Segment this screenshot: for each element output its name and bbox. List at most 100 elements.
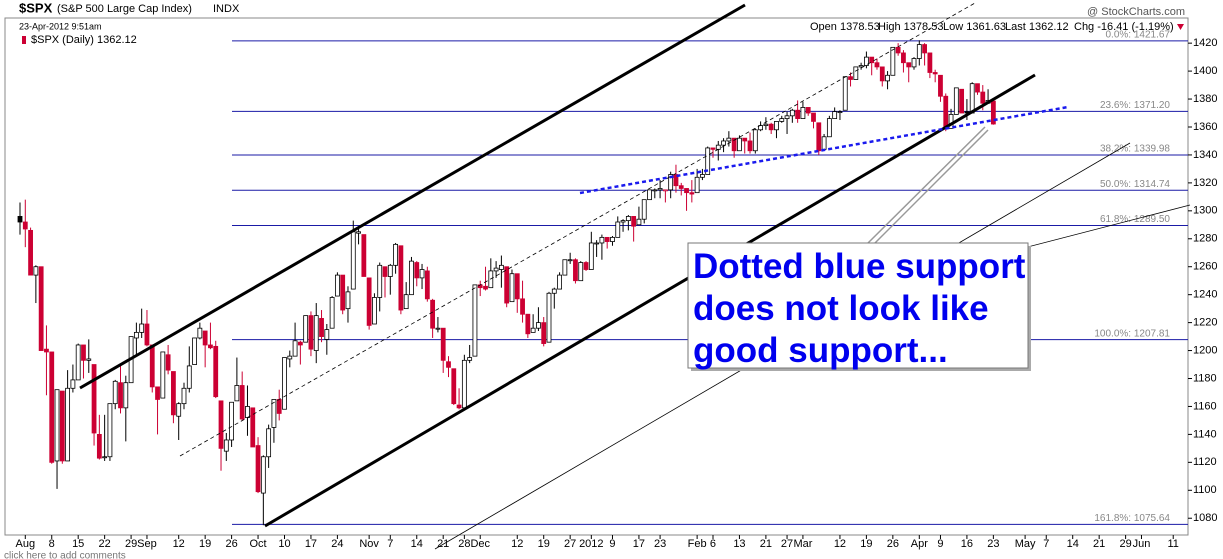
- x-tick-label: 26: [225, 538, 237, 550]
- x-tick-label: 7: [1043, 538, 1049, 550]
- candle-body: [356, 231, 361, 234]
- candle-body: [107, 403, 113, 458]
- x-tick-label: 19: [538, 538, 550, 550]
- x-tick-label: 14: [1067, 538, 1079, 550]
- candle-body: [916, 44, 922, 59]
- candle-body: [334, 274, 340, 297]
- fib-label: 23.6%: 1371.20: [1100, 100, 1170, 111]
- candle-body: [737, 137, 742, 152]
- x-tick-label: 17: [633, 538, 645, 550]
- x-tick-label: 21: [760, 538, 772, 550]
- x-tick-label: 6: [710, 538, 716, 550]
- candle-body: [726, 137, 732, 142]
- y-tick-label: 1180: [1193, 372, 1217, 384]
- y-tick-label: 1160: [1193, 400, 1217, 412]
- x-tick-label: Mar: [793, 538, 812, 550]
- candle-body: [319, 318, 324, 337]
- candle-body: [229, 401, 235, 441]
- x-tick-label: 12: [173, 538, 185, 550]
- x-tick-label: 29: [125, 538, 137, 550]
- candle-body: [546, 292, 552, 343]
- x-tick-label: 28: [458, 538, 470, 550]
- candle-body: [509, 273, 515, 303]
- candle-body: [461, 359, 467, 409]
- candle-body: [731, 137, 737, 152]
- ohlc-low: Low 1361.63: [943, 21, 1006, 33]
- candle-body: [752, 129, 758, 152]
- fib-label: 50.0%: 1314.74: [1100, 179, 1170, 190]
- candle-body: [483, 285, 488, 290]
- candle-body: [102, 456, 108, 459]
- x-tick-label: 16: [961, 538, 973, 550]
- y-tick-label: 1380: [1193, 93, 1217, 105]
- candle-body: [366, 277, 372, 326]
- candle-body: [498, 264, 504, 270]
- candle-body: [160, 351, 166, 399]
- candle-body: [313, 315, 319, 351]
- footer-link[interactable]: click here to add comments: [4, 551, 126, 559]
- candle-body: [197, 327, 203, 339]
- candle-body: [403, 294, 409, 310]
- trend-lines: [79, 2, 1191, 550]
- y-tick-label: 1300: [1193, 205, 1217, 217]
- x-tick-label: 9: [609, 538, 615, 550]
- x-tick-label: 17: [305, 538, 317, 550]
- candle-body: [329, 297, 335, 329]
- x-tick-label: Jun: [1133, 538, 1151, 550]
- candle-body: [208, 344, 213, 349]
- pointer-line: [874, 129, 989, 244]
- candle-body: [673, 174, 679, 187]
- candle-body: [573, 259, 578, 282]
- y-tick-label: 1340: [1193, 149, 1217, 161]
- candle-body: [647, 189, 652, 201]
- x-tick-label: May: [1015, 538, 1036, 550]
- candle-body: [705, 147, 711, 175]
- x-tick-label: 27: [781, 538, 793, 550]
- candle-body: [604, 236, 610, 242]
- candle-body: [525, 313, 531, 335]
- candle-body: [70, 379, 76, 389]
- candle-body: [112, 380, 118, 405]
- candle-body: [44, 348, 49, 353]
- down-arrow: [1177, 24, 1184, 30]
- candle-body: [906, 62, 912, 68]
- y-tick-label: 1100: [1193, 484, 1217, 496]
- candle-body: [980, 91, 986, 104]
- candle-body: [446, 361, 451, 368]
- x-tick-label: Dec: [470, 538, 490, 550]
- candle-body: [239, 385, 245, 420]
- candle-body: [768, 123, 774, 131]
- candle-body: [81, 344, 86, 361]
- callout-box: [687, 242, 1029, 369]
- x-tick-label: 23: [654, 538, 666, 550]
- candle-body: [625, 216, 631, 222]
- candle-body: [678, 185, 684, 189]
- candle-body: [144, 323, 150, 346]
- y-tick-label: 1220: [1193, 317, 1217, 329]
- x-tick-label: Aug: [16, 538, 36, 550]
- candle-body: [38, 266, 44, 351]
- candle-body: [615, 221, 621, 238]
- candle-body: [393, 243, 398, 266]
- x-tick-label: 8: [49, 538, 55, 550]
- candle-body: [789, 109, 795, 117]
- candle-body: [514, 273, 520, 300]
- ohlc-last: Last 1362.12: [1005, 21, 1069, 33]
- x-tick-label: 15: [72, 538, 84, 550]
- candle-body: [774, 121, 779, 131]
- candle-body: [620, 220, 626, 223]
- x-tick-label: 9: [937, 538, 943, 550]
- legend: $SPX (Daily) 1362.12: [31, 34, 137, 46]
- fib-label: 100.0%: 1207.81: [1094, 328, 1170, 339]
- candle-body: [742, 137, 748, 142]
- candle-body: [837, 111, 843, 114]
- lower-channel: [264, 73, 1036, 528]
- candle-body: [938, 74, 943, 97]
- candle-body: [133, 331, 139, 339]
- candle-body: [805, 107, 811, 114]
- x-tick-label: 13: [733, 538, 745, 550]
- candle-body: [192, 337, 197, 365]
- candle-body: [414, 262, 420, 279]
- x-tick-label: 21: [1093, 538, 1105, 550]
- y-tick-label: 1400: [1193, 65, 1217, 77]
